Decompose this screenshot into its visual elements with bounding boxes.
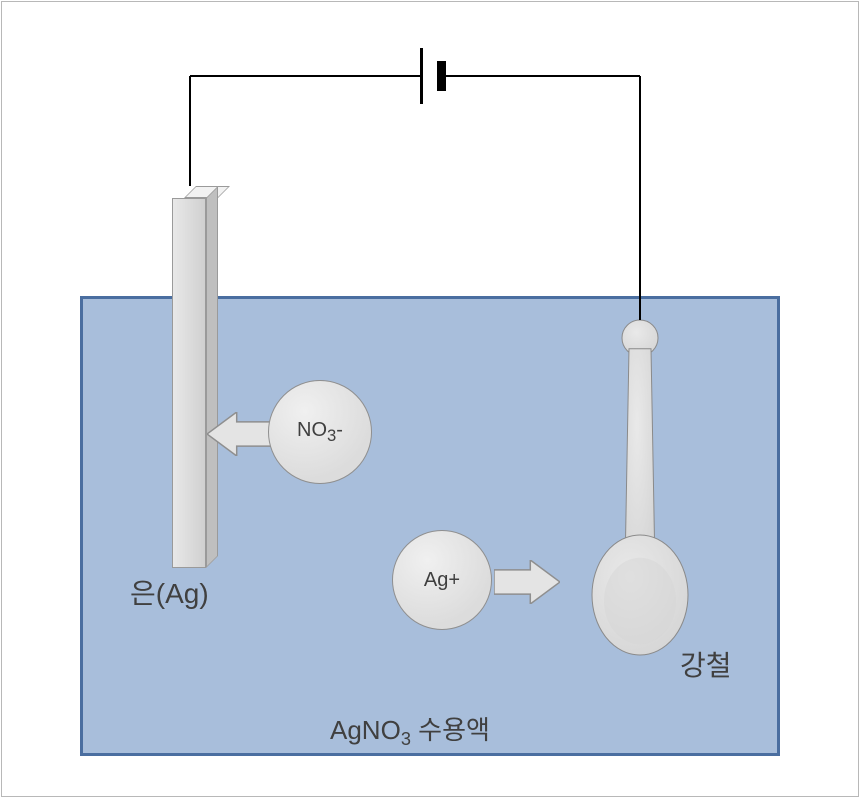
battery-long-plate — [420, 48, 423, 104]
nitrate-ion-label: NO3- — [297, 419, 343, 446]
wire-top-right — [446, 75, 640, 77]
wire-top-left — [190, 75, 420, 77]
arrow-to-cathode — [494, 560, 560, 604]
wire-right-vertical — [639, 76, 641, 320]
silver-ion-label: Ag+ — [424, 569, 460, 592]
steel-label-text: 강철 — [680, 650, 732, 681]
diagram-canvas: 은(Ag) 강철 NO3- Ag+ AgNO3 수용액 — [0, 0, 860, 798]
nitrate-ion: NO3- — [268, 380, 372, 484]
silver-ion: Ag+ — [392, 530, 492, 630]
wire-left-vertical — [189, 76, 191, 186]
arrow-to-anode — [207, 412, 273, 456]
steel-label: 강철 — [680, 644, 732, 684]
solution-label: AgNO3 수용액 — [330, 710, 490, 750]
battery-short-plate — [437, 61, 446, 91]
